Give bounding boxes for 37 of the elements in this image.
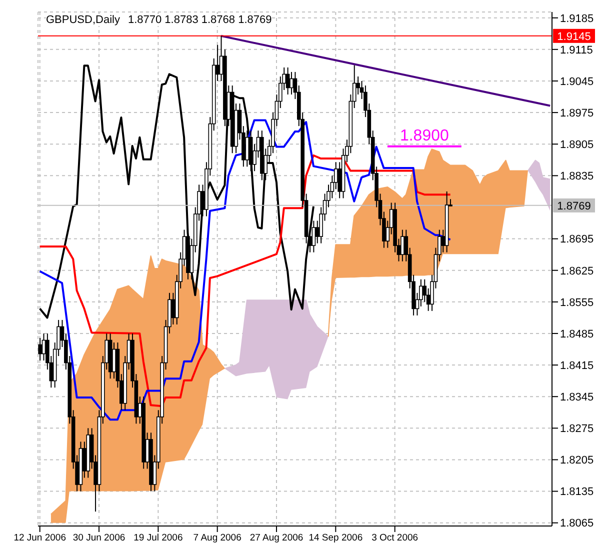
candlestick — [400, 229, 404, 262]
y-tick-label: 1.8135 — [560, 486, 594, 498]
y-tick-label: 1.9045 — [560, 76, 594, 88]
line-series — [38, 154, 452, 408]
x-tick-label: 19 Jul 2006 — [134, 532, 183, 544]
y-tick-label: 1.8625 — [560, 265, 594, 278]
y-tick-label: 1.8065 — [560, 518, 594, 530]
ref-line-label: 1.9145 — [557, 30, 591, 43]
y-tick-label: 1.8485 — [560, 328, 594, 340]
y-tick-label: 1.8555 — [560, 296, 594, 309]
y-tick-label: 1.8345 — [560, 392, 594, 404]
x-tick-label: 14 Sep 2006 — [308, 532, 363, 544]
y-tick-label: 1.8415 — [560, 360, 594, 372]
y-tick-label: 1.9115 — [560, 44, 593, 56]
candlestick — [286, 66, 290, 96]
y-tick-label: 1.8695 — [560, 234, 594, 246]
x-tick-label: 12 Jun 2006 — [14, 532, 66, 544]
y-tick-label: 1.8975 — [560, 107, 594, 120]
y-tick-label: 1.9185 — [560, 12, 594, 25]
candlestick — [290, 71, 294, 96]
chart-title: GBPUSD,Daily — [46, 14, 120, 26]
candlestick — [112, 342, 116, 380]
ref-line-label: 1.8769 — [557, 200, 591, 212]
candlestick — [42, 332, 46, 362]
candlestick — [38, 337, 42, 362]
y-tick-label: 1.8205 — [560, 454, 594, 467]
y-tick-label: 1.8905 — [560, 139, 594, 152]
y-tick-label: 1.8835 — [560, 170, 594, 183]
annotation: 1.8900 — [400, 127, 449, 144]
x-tick-label: 27 Aug 2006 — [250, 532, 304, 544]
x-tick-label: 30 Jun 2006 — [72, 532, 126, 544]
candlestick — [245, 130, 250, 168]
y-tick-label: 1.8275 — [560, 423, 594, 436]
x-tick-label: 3 Oct 2006 — [372, 532, 418, 544]
chart-subtitle: 1.8770 1.8783 1.8768 1.8769 — [128, 14, 272, 26]
line-series — [38, 119, 452, 421]
x-tick-label: 7 Aug 2006 — [193, 532, 242, 544]
